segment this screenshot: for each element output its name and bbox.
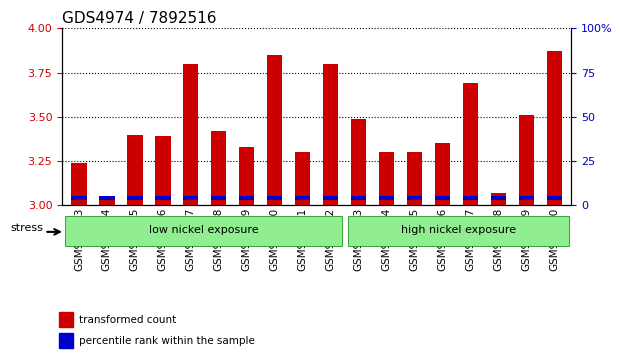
Text: transformed count: transformed count <box>79 315 176 325</box>
Bar <box>351 119 366 205</box>
Bar <box>211 195 227 200</box>
Bar <box>295 152 310 205</box>
Bar <box>59 312 73 327</box>
Bar <box>127 135 143 205</box>
Text: high nickel exposure: high nickel exposure <box>401 225 515 235</box>
FancyBboxPatch shape <box>348 216 569 246</box>
Bar <box>239 147 255 205</box>
Bar <box>435 195 450 200</box>
Text: stress: stress <box>10 223 43 233</box>
Bar <box>323 195 338 200</box>
Bar <box>407 152 422 205</box>
Bar <box>323 64 338 205</box>
Bar <box>379 152 394 205</box>
Bar <box>519 195 534 200</box>
Bar <box>407 195 422 200</box>
Bar <box>59 333 73 348</box>
Bar <box>183 64 199 205</box>
Bar <box>267 195 283 200</box>
Bar <box>211 131 227 205</box>
Bar <box>435 143 450 205</box>
Bar <box>99 195 114 200</box>
Bar <box>519 115 534 205</box>
Bar <box>183 195 199 200</box>
Bar <box>71 163 86 205</box>
Bar <box>463 83 478 205</box>
Bar <box>491 195 506 200</box>
Bar <box>239 195 255 200</box>
Bar <box>71 195 86 200</box>
Text: GDS4974 / 7892516: GDS4974 / 7892516 <box>62 11 217 25</box>
Bar <box>127 195 143 200</box>
Bar <box>547 195 562 200</box>
FancyBboxPatch shape <box>65 216 342 246</box>
Bar <box>491 193 506 205</box>
Bar <box>295 195 310 200</box>
Bar <box>267 55 283 205</box>
Text: low nickel exposure: low nickel exposure <box>149 225 258 235</box>
Bar <box>155 136 171 205</box>
Bar <box>463 195 478 200</box>
Bar <box>547 51 562 205</box>
Bar <box>155 195 171 200</box>
Bar <box>379 195 394 200</box>
Text: percentile rank within the sample: percentile rank within the sample <box>79 336 255 346</box>
Bar <box>351 195 366 200</box>
Bar <box>99 196 114 205</box>
